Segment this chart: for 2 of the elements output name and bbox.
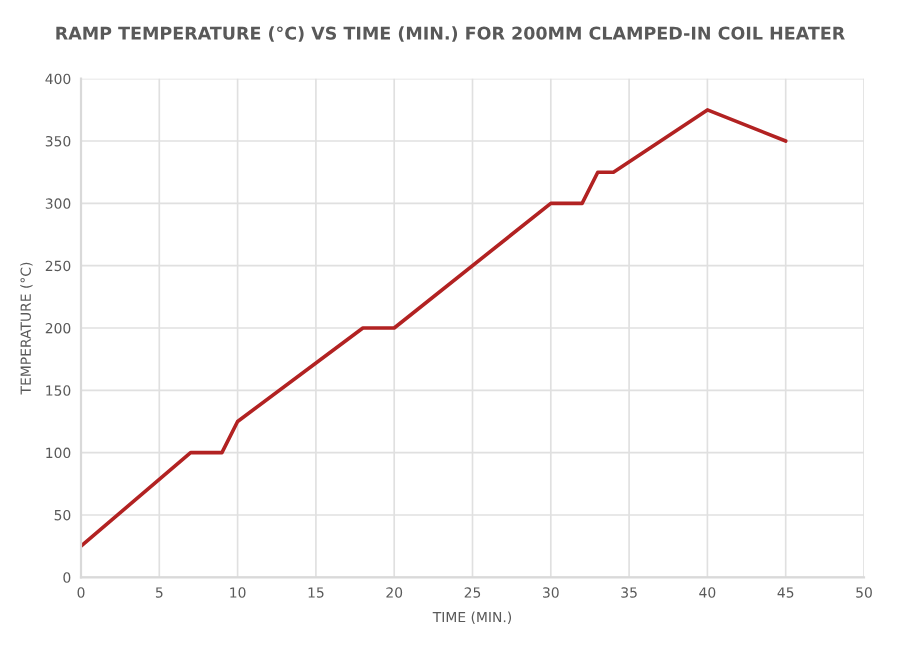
line-series <box>81 108 788 548</box>
chart-title: RAMP TEMPERATURE (°C) VS TIME (MIN.) FOR 200MM CLAMPED-IN COIL HEATER <box>56 26 845 42</box>
